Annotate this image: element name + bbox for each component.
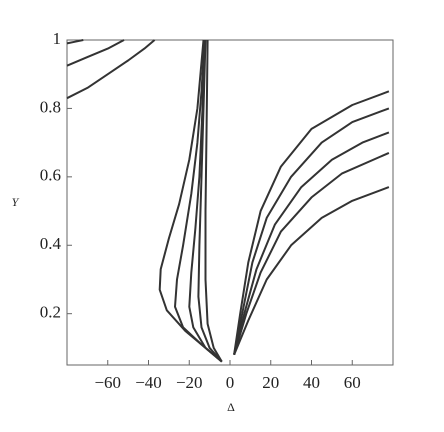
x-tick-label: −40 [135,373,162,392]
contour-line [233,107,390,355]
contour-line [197,39,223,363]
y-tick-label: 1 [53,29,62,48]
plot-frame [66,39,394,366]
y-tick-label: 0.4 [40,234,62,253]
x-tick-label: 0 [226,373,235,392]
contour-line [233,186,390,356]
x-tick-label: 40 [303,373,320,392]
x-axis-label: Δ [227,400,235,414]
contour-line [66,39,84,45]
contour-line [174,39,223,363]
contour-line [66,39,156,100]
y-axis-label: Y [12,195,20,209]
contour-line [66,39,125,67]
contour-line [204,39,223,363]
y-tick-label: 0.6 [40,166,61,185]
y-tick-label: 0.8 [40,97,61,116]
y-tick-label: 0.2 [40,303,61,322]
x-tick-label: −20 [176,373,203,392]
contour-line [233,131,390,355]
contour-line [233,90,390,355]
x-tick-label: 20 [262,373,279,392]
x-tick-label: −60 [94,373,121,392]
x-tick-label: 60 [344,373,361,392]
contour-line [233,151,390,355]
contour-line [188,39,223,363]
